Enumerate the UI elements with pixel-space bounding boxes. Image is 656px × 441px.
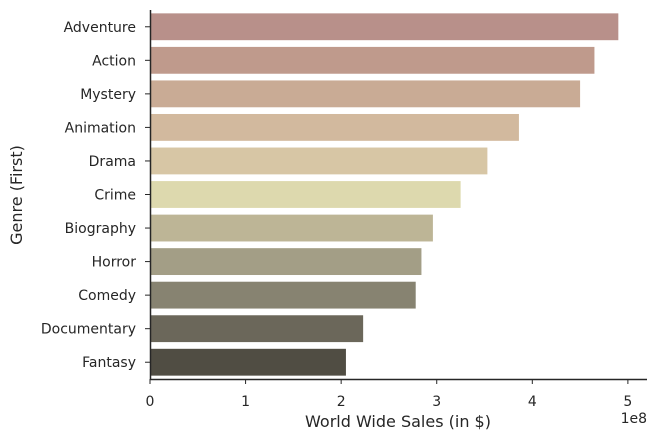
- x-tick-label: 0: [146, 394, 155, 410]
- x-tick-label: 5: [623, 394, 632, 410]
- bar-fantasy: [150, 348, 346, 376]
- x-ticks: 0 1 2 3 4 5: [146, 379, 632, 410]
- y-tick-label-biography: Biography: [65, 221, 136, 237]
- bar-crime: [150, 181, 461, 208]
- bar-horror: [150, 248, 422, 276]
- x-tick-label: 2: [337, 394, 346, 410]
- y-tick-label-animation: Animation: [65, 120, 136, 136]
- y-tick-label-action: Action: [92, 53, 136, 69]
- y-tick-label-mystery: Mystery: [80, 87, 136, 103]
- bar-comedy: [150, 281, 416, 309]
- y-axis-title: Genre (First): [7, 145, 26, 245]
- x-axis-title: World Wide Sales (in $): [305, 412, 491, 431]
- x-tick-label: 3: [432, 394, 441, 410]
- y-tick-label-fantasy: Fantasy: [82, 355, 136, 371]
- y-tick-label-documentary: Documentary: [41, 322, 136, 338]
- axis-offset-label: 1e8: [621, 411, 647, 427]
- y-tick-label-horror: Horror: [92, 255, 137, 271]
- y-tick-label-comedy: Comedy: [78, 288, 136, 304]
- bar-biography: [150, 214, 433, 242]
- y-tick-label-crime: Crime: [94, 188, 136, 204]
- bar-mystery: [150, 80, 581, 108]
- y-tick-label-drama: Drama: [89, 154, 136, 170]
- x-tick-label: 1: [241, 394, 250, 410]
- bar-documentary: [150, 315, 364, 343]
- x-tick-label: 4: [528, 394, 537, 410]
- y-tick-label-adventure: Adventure: [64, 20, 136, 36]
- y-tick-labels: Adventure Action Mystery Animation Drama Crim…: [41, 20, 150, 371]
- bar-action: [150, 46, 595, 74]
- bar-adventure: [150, 13, 619, 41]
- bar-animation: [150, 113, 519, 141]
- bars-group: [150, 13, 619, 376]
- bar-drama: [150, 147, 488, 175]
